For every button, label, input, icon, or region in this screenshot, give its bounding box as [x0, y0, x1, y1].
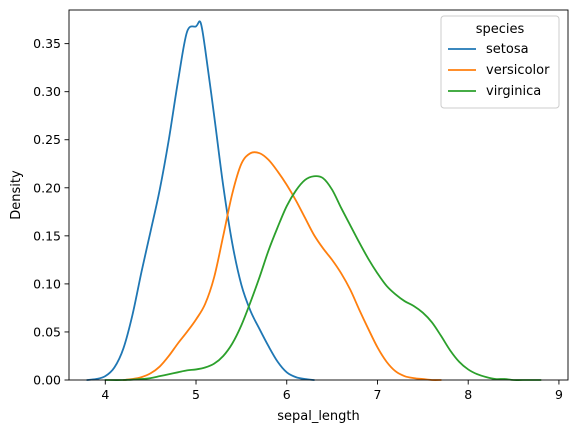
y-axis-label: Density [9, 170, 24, 220]
x-tick-label: 9 [555, 387, 563, 402]
y-tick-label: 0.25 [33, 132, 61, 147]
y-tick-label: 0.00 [33, 373, 61, 388]
x-tick-label: 4 [101, 387, 109, 402]
y-tick-label: 0.20 [33, 180, 61, 195]
legend-title: species [476, 22, 525, 37]
y-tick-label: 0.05 [33, 324, 61, 339]
y-tick-label: 0.10 [33, 276, 61, 291]
series-line-setosa [86, 20, 315, 381]
x-tick-label: 6 [283, 387, 291, 402]
y-tick-label: 0.35 [33, 36, 61, 51]
series-lines [86, 20, 542, 381]
legend-box [440, 15, 560, 109]
legend-label-setosa: setosa [486, 42, 529, 57]
x-axis: 4 5 6 7 8 9 [101, 380, 563, 402]
series-line-versicolor [122, 151, 442, 381]
legend: species setosa versicolor virginica [440, 15, 560, 109]
x-axis-label: sepal_length [277, 409, 360, 424]
series-line-virginica [104, 175, 542, 381]
legend-items: setosa versicolor virginica [448, 42, 550, 99]
x-tick-label: 8 [464, 387, 472, 402]
legend-label-versicolor: versicolor [486, 63, 550, 78]
y-tick-label: 0.30 [33, 84, 61, 99]
plot-frame [68, 9, 569, 381]
y-axis: 0.00 0.05 0.10 0.15 0.20 0.25 0.30 0.35 [33, 36, 69, 388]
legend-label-virginica: virginica [486, 84, 541, 99]
x-tick-label: 5 [192, 387, 200, 402]
y-tick-label: 0.15 [33, 228, 61, 243]
x-tick-label: 7 [373, 387, 381, 402]
